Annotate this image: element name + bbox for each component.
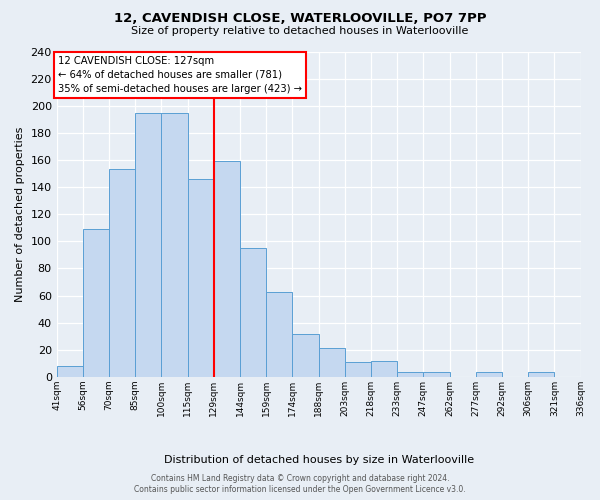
Bar [83,229,109,377]
Text: Size of property relative to detached houses in Waterlooville: Size of property relative to detached ho… [131,26,469,36]
Bar [371,360,397,377]
Bar [188,179,214,377]
Bar [240,248,266,377]
Bar [109,170,135,377]
Text: 12, CAVENDISH CLOSE, WATERLOOVILLE, PO7 7PP: 12, CAVENDISH CLOSE, WATERLOOVILLE, PO7 … [114,12,486,26]
Bar [292,334,319,377]
Bar [397,372,424,377]
X-axis label: Distribution of detached houses by size in Waterlooville: Distribution of detached houses by size … [164,455,473,465]
Y-axis label: Number of detached properties: Number of detached properties [15,126,25,302]
Bar [135,112,161,377]
Text: 12 CAVENDISH CLOSE: 127sqm
← 64% of detached houses are smaller (781)
35% of sem: 12 CAVENDISH CLOSE: 127sqm ← 64% of deta… [58,56,302,94]
Bar [319,348,345,377]
Bar [476,372,502,377]
Bar [214,162,240,377]
Bar [528,372,554,377]
Bar [56,366,83,377]
Bar [266,292,292,377]
Bar [161,112,188,377]
Text: Contains HM Land Registry data © Crown copyright and database right 2024.
Contai: Contains HM Land Registry data © Crown c… [134,474,466,494]
Bar [345,362,371,377]
Bar [424,372,449,377]
